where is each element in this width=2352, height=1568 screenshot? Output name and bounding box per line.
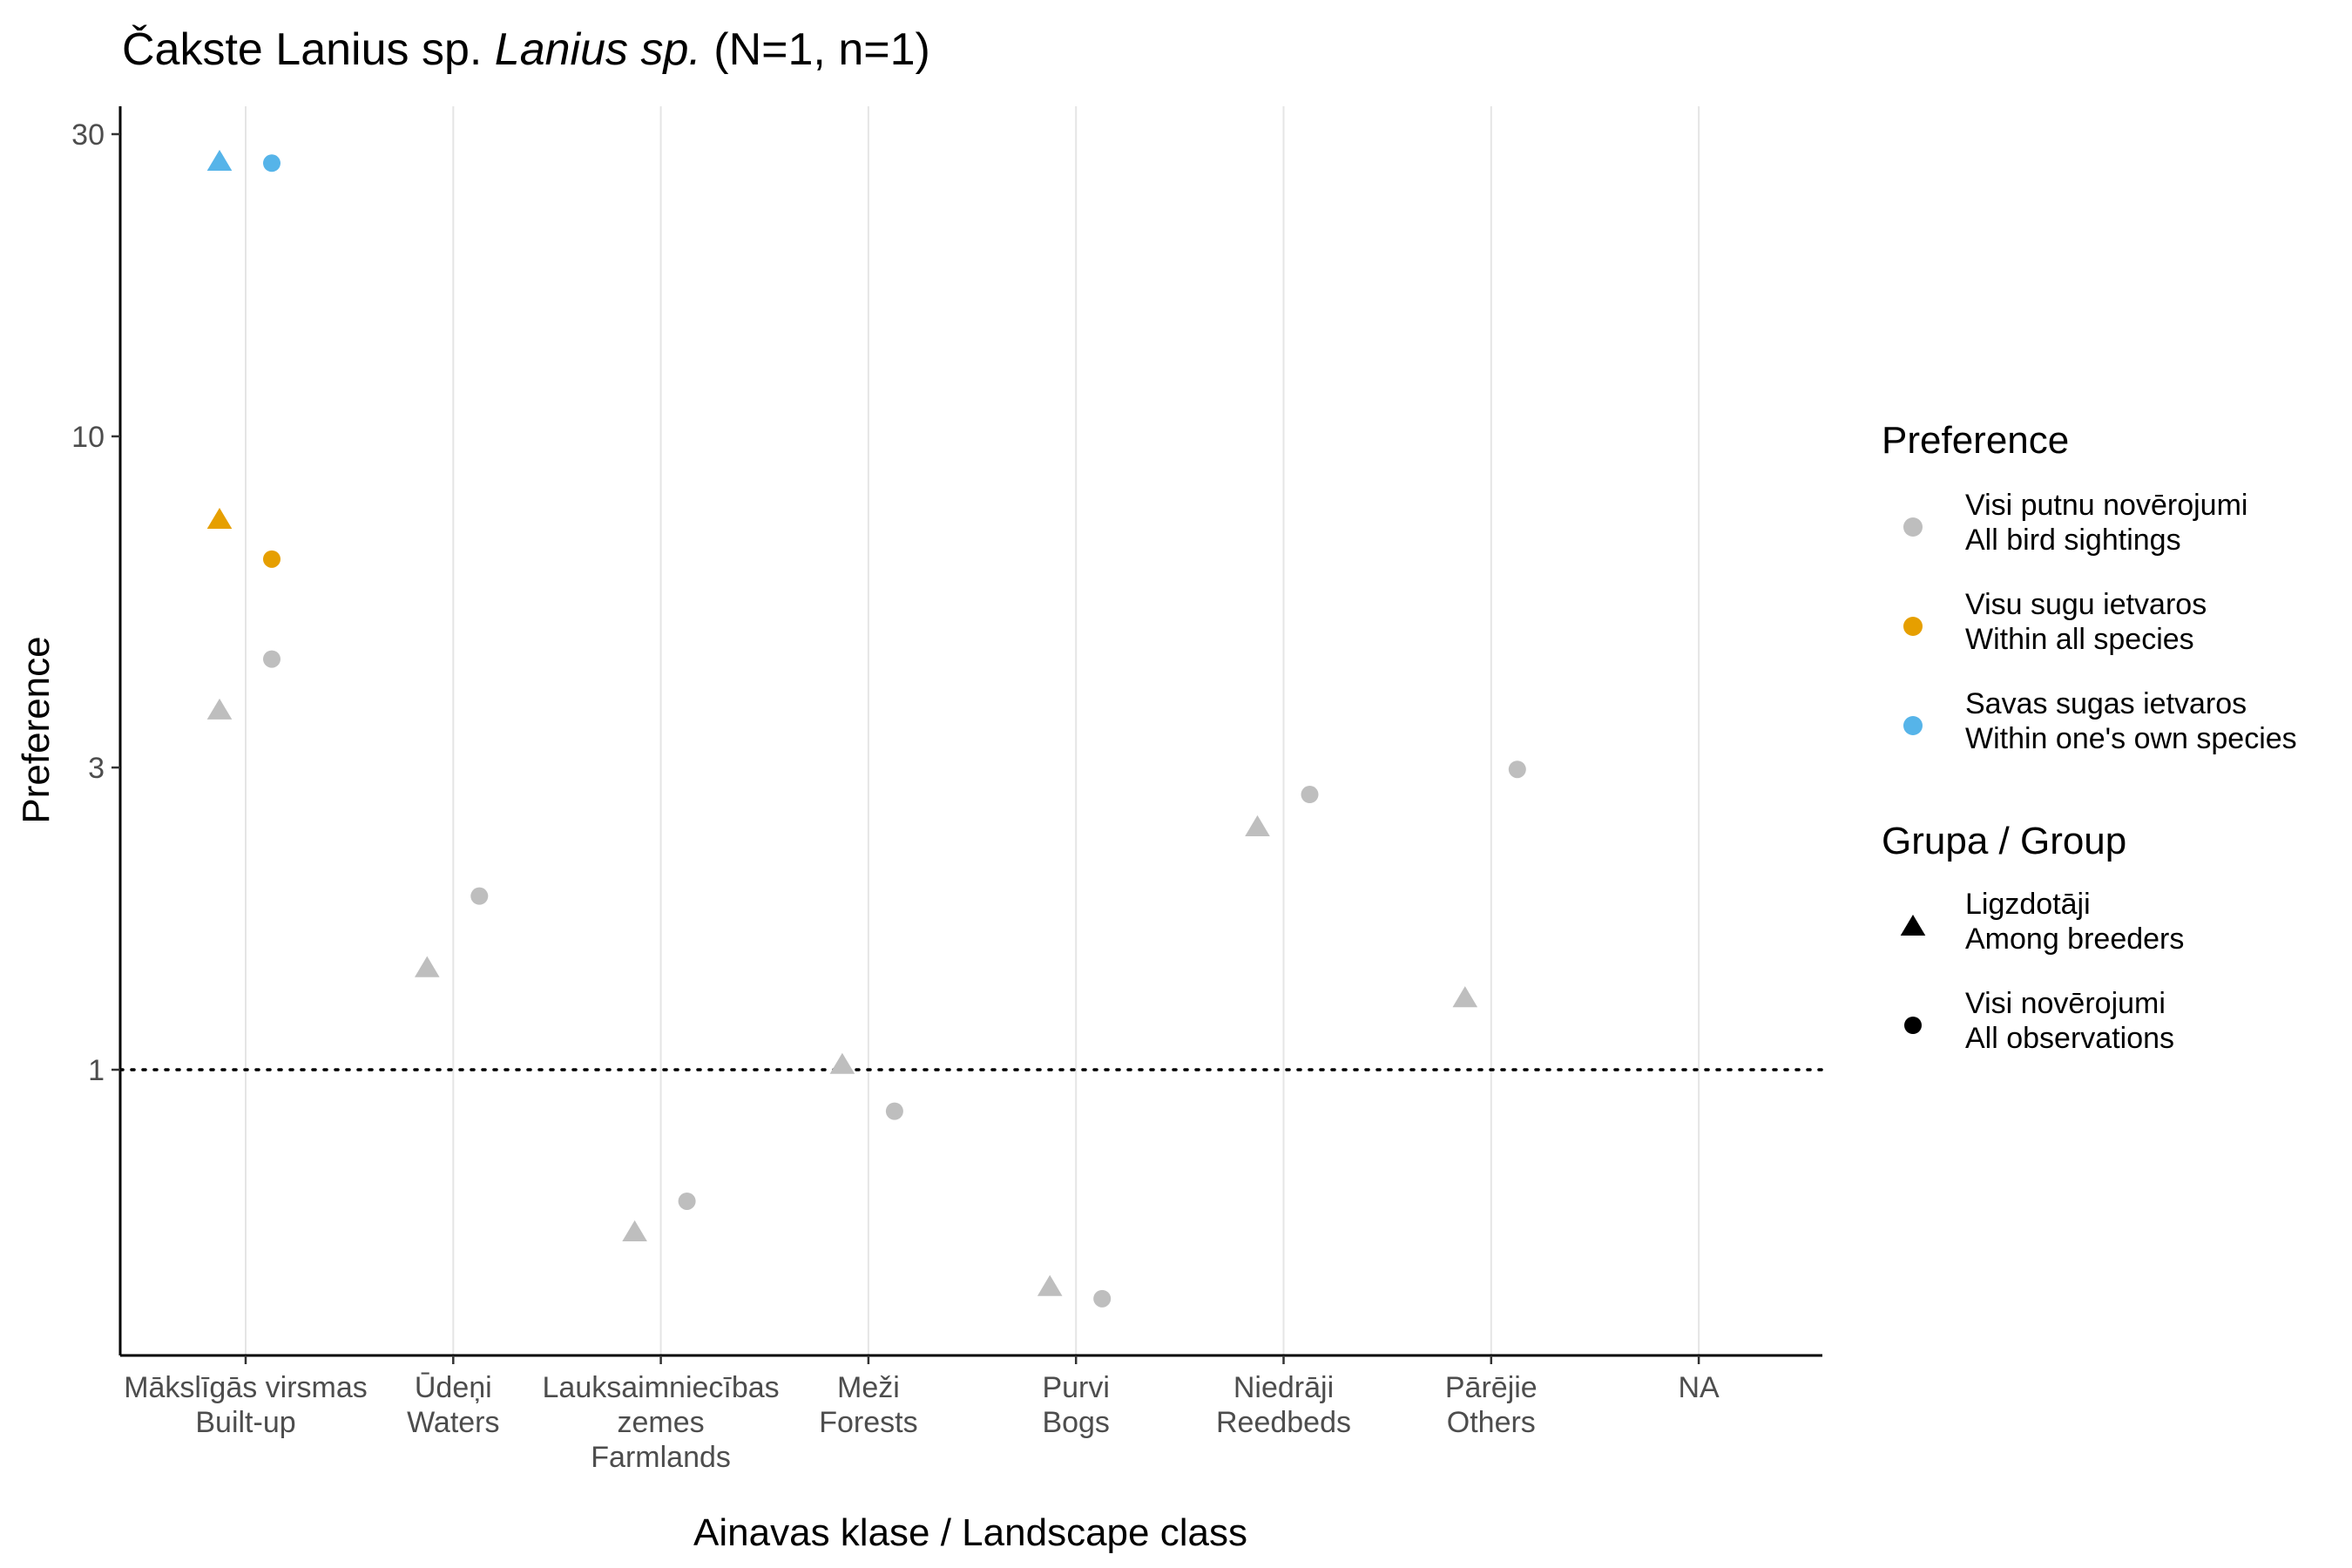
x-tick-label: Mākslīgās virsmas <box>124 1371 368 1404</box>
x-tick-label: NA <box>1678 1371 1720 1404</box>
y-tick-label: 3 <box>88 752 105 785</box>
legend-label-line2: All bird sightings <box>1965 524 2181 557</box>
data-point-circle <box>1093 1289 1112 1308</box>
chart-title-suffix: (N=1, n=1) <box>701 24 930 75</box>
legend-title-preference: Preference <box>1882 419 2069 462</box>
data-point-triangle <box>1245 814 1270 836</box>
x-tick-label: Others <box>1447 1406 1536 1439</box>
data-point-circle <box>263 154 280 172</box>
x-tick-label: Farmlands <box>591 1441 731 1474</box>
legend-label-line2: All observations <box>1965 1022 2174 1055</box>
axes <box>118 106 1822 1357</box>
y-axis-ticks: 1 3 10 30 <box>71 118 120 1087</box>
legend-key-color <box>1903 617 1923 636</box>
legend-label-line2: Within all species <box>1965 623 2194 656</box>
x-tick-label: Built-up <box>195 1406 295 1439</box>
chart-title-prefix: Čakste Lanius sp. <box>122 24 495 75</box>
y-tick-label: 30 <box>71 118 105 152</box>
data-point-triangle <box>1037 1274 1063 1296</box>
legend-key-color <box>1903 517 1923 537</box>
data-point-circle <box>470 887 489 905</box>
x-tick-label: Niedrāji <box>1233 1371 1334 1404</box>
legend-label-line2: Among breeders <box>1965 923 2184 956</box>
legend-label-line2: Within one's own species <box>1965 722 2297 755</box>
x-tick-label: Bogs <box>1042 1406 1110 1439</box>
x-tick-label: Meži <box>837 1371 900 1404</box>
x-tick-label: Reedbeds <box>1216 1406 1351 1439</box>
legend-label-line1: Ligzdotāji <box>1965 888 2091 921</box>
x-tick-label: Purvi <box>1042 1371 1109 1404</box>
data-point-circle <box>263 550 280 568</box>
legend-label-line1: Visu sugu ietvaros <box>1965 588 2207 621</box>
data-point-triangle <box>206 507 233 530</box>
x-tick-label: Ūdeņi <box>415 1371 492 1404</box>
data-point-circle <box>678 1192 696 1210</box>
chart-title-italic: Lanius sp. <box>495 24 701 75</box>
x-tick-label: zemes <box>618 1406 705 1439</box>
grid-lines <box>245 106 1700 1355</box>
data-points <box>206 149 1526 1308</box>
data-point-triangle <box>622 1220 647 1241</box>
data-point-triangle <box>1452 986 1478 1008</box>
y-tick-label: 1 <box>88 1054 105 1087</box>
legend-label-line1: Savas sugas ietvaros <box>1965 687 2247 720</box>
data-point-circle <box>1301 786 1319 804</box>
chart-title: Čakste Lanius sp. Lanius sp. (N=1, n=1) <box>122 24 930 75</box>
data-point-circle <box>1508 760 1526 779</box>
y-axis-title: Preference <box>15 636 57 823</box>
data-point-triangle <box>829 1052 855 1074</box>
data-point-triangle <box>206 698 233 720</box>
legend-label-line1: Visi putnu novērojumi <box>1965 489 2247 522</box>
x-tick-label: Forests <box>819 1406 917 1439</box>
data-point-triangle <box>206 149 233 171</box>
x-tick-label: Pārējie <box>1445 1371 1538 1404</box>
legend-title-group: Grupa / Group <box>1882 820 2126 862</box>
legend-key-triangle <box>1900 915 1926 936</box>
x-tick-label: Lauksaimniecības <box>543 1371 780 1404</box>
legend-key-circle <box>1904 1017 1922 1034</box>
data-point-triangle <box>415 956 440 977</box>
data-point-circle <box>263 650 280 668</box>
x-axis-title: Ainavas klase / Landscape class <box>693 1511 1247 1554</box>
legend-key-color <box>1903 716 1923 735</box>
data-point-circle <box>885 1102 903 1120</box>
x-tick-label: Waters <box>407 1406 499 1439</box>
y-tick-label: 10 <box>71 421 105 454</box>
legend-label-line1: Visi novērojumi <box>1965 987 2166 1020</box>
